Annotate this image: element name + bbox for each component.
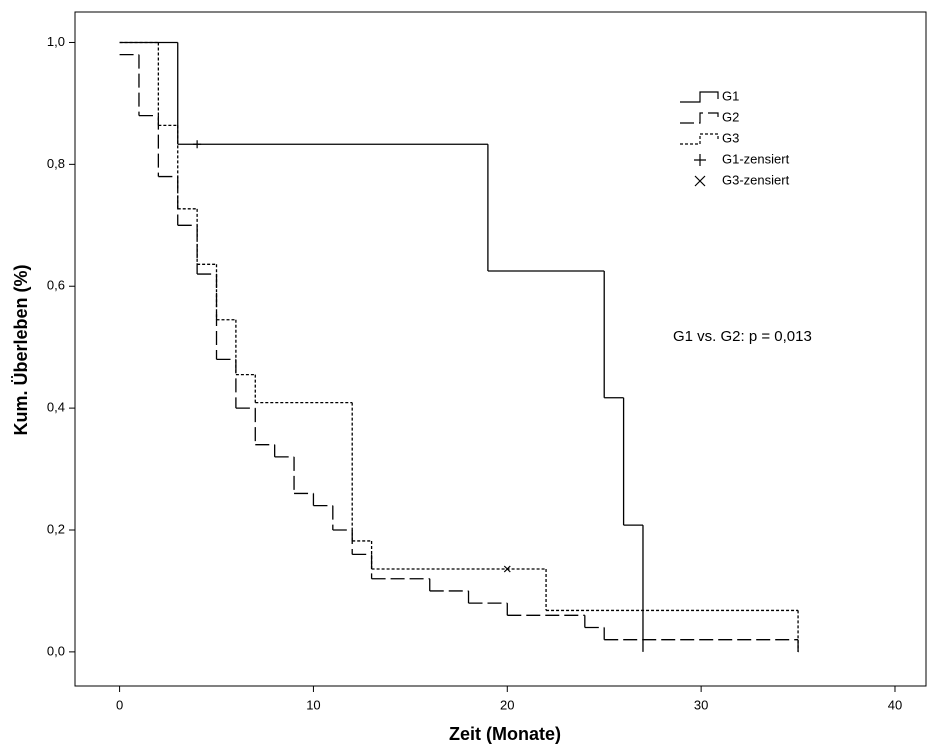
legend-symbol [694,175,706,187]
annotation: G1 vs. G2: p = 0,013 [673,328,812,345]
censor-mark [503,565,511,573]
legend-symbol [680,133,719,145]
y-tick-label: 0,8 [47,156,65,171]
censor-mark [193,140,202,149]
x-tick-label: 40 [888,697,902,712]
y-axis-title: Kum. Überleben (%) [11,264,31,435]
legend-label: G1-zensiert [722,151,790,166]
x-tick-label: 10 [306,697,320,712]
legend-label: G1 [722,88,739,103]
legend-symbol [680,91,719,103]
legend-symbol [694,154,706,166]
x-tick-label: 20 [500,697,514,712]
x-tick-label: 0 [116,697,123,712]
legend-label: G2 [722,109,739,124]
legend-label: G3 [722,130,739,145]
x-tick-label: 30 [694,697,708,712]
y-tick-label: 0,4 [47,400,65,415]
x-axis-title: Zeit (Monate) [449,724,561,744]
legend-symbol [680,112,719,124]
plot-frame [74,11,927,687]
y-tick-label: 1,0 [47,34,65,49]
y-tick-label: 0,2 [47,521,65,536]
y-tick-label: 0,0 [47,643,65,658]
y-tick-label: 0,6 [47,278,65,293]
legend-label: G3-zensiert [722,172,790,187]
